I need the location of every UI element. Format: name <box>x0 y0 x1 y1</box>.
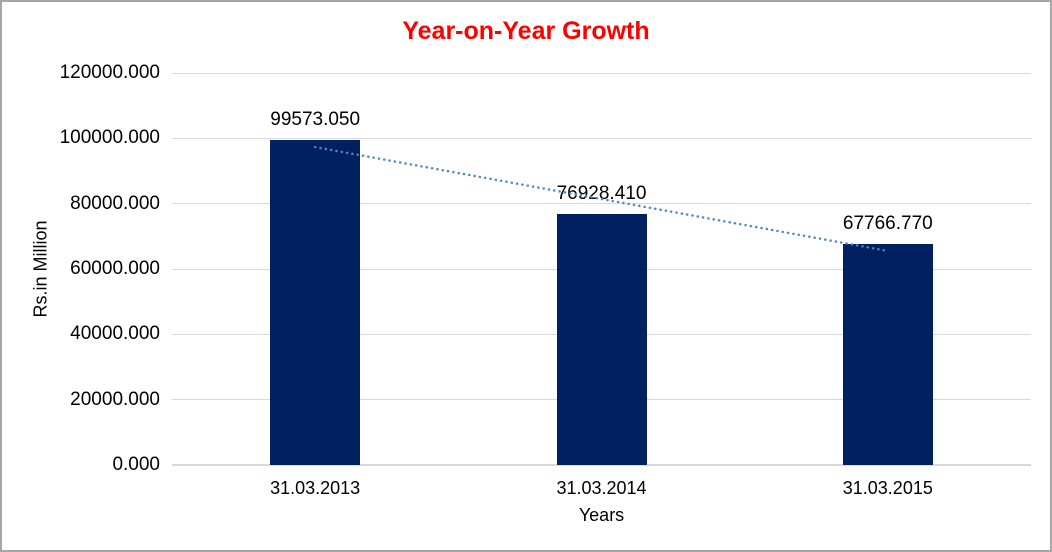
plot-area: 99573.050 76928.410 67766.770 <box>172 72 1031 466</box>
bar-value-label: 76928.410 <box>556 182 647 204</box>
y-tick-label: 100000.000 <box>59 127 160 149</box>
x-tick-label: 31.03.2015 <box>842 478 933 498</box>
y-tick-label: 0.000 <box>112 454 160 475</box>
y-tick-label: 80000.000 <box>70 192 160 214</box>
gridline <box>172 203 1031 205</box>
y-tick-label: 40000.000 <box>70 323 160 345</box>
bar <box>556 213 647 465</box>
y-tick-label: 120000.000 <box>59 62 160 83</box>
gridline <box>172 464 1031 466</box>
trendline <box>313 145 890 253</box>
y-tick-label: 20000.000 <box>70 388 160 410</box>
bar <box>842 243 933 465</box>
y-tick-label: 60000.000 <box>70 258 160 279</box>
x-tick-label: 31.03.2014 <box>556 478 647 498</box>
chart-title: Year-on-Year Growth <box>402 17 650 45</box>
bar-value-label: 67766.770 <box>842 212 933 234</box>
x-axis-title: Years <box>578 505 625 525</box>
gridline <box>172 137 1031 139</box>
bar <box>270 139 361 465</box>
x-tick-label: 31.03.2013 <box>270 478 361 498</box>
bar-value-label: 99573.050 <box>270 108 361 130</box>
gridline <box>172 72 1031 74</box>
